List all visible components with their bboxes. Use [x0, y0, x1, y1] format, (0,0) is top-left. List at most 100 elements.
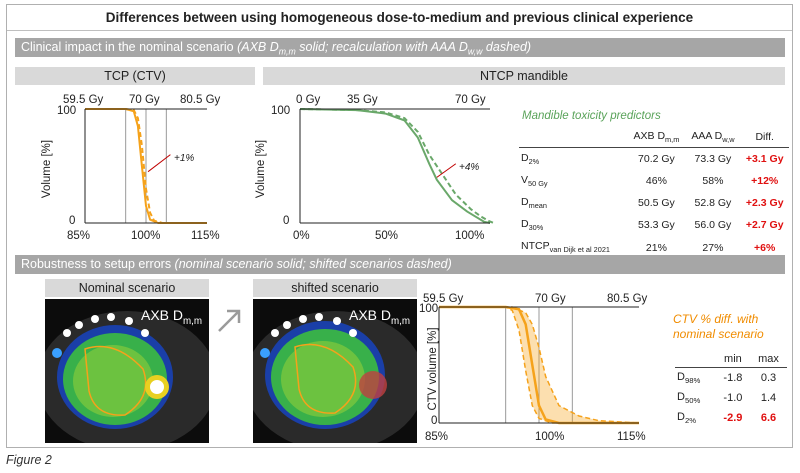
tcp-top-tick: 80.5 Gy [180, 94, 221, 106]
metric-label: D2% [521, 152, 540, 167]
ctv-diff-title: CTV % diff. with nominal scenario [673, 312, 764, 341]
series-line [85, 108, 207, 224]
figure-frame: Differences between using homogeneous do… [6, 4, 793, 448]
metric-label: D30% [521, 218, 544, 233]
max-value: 1.4 [760, 392, 777, 405]
ntcp-bottom-tick: 100% [455, 230, 485, 242]
series-line [439, 305, 639, 425]
ntcp-bottom-tick: 0% [293, 230, 310, 242]
series-line [439, 306, 640, 424]
ct-nominal-drawing [45, 311, 209, 443]
ct-shifted-image: AXB Dm,m [253, 299, 417, 443]
ctv-col-max: max [750, 351, 787, 368]
ntcp-ytick: 100 [271, 105, 291, 117]
annotation-arrow [147, 154, 171, 173]
min-value: -1.0 [723, 392, 743, 405]
section2-italic: (nominal scenario solid; shifted scenari… [174, 257, 452, 271]
uncertainty-band [439, 307, 639, 423]
metric-label: D2% [677, 411, 697, 426]
figure-title: Differences between using homogeneous do… [7, 5, 792, 31]
series-line [439, 306, 639, 424]
robust-top-tick: 70 Gy [535, 293, 566, 305]
tcp-top-tick: 59.5 Gy [63, 94, 104, 106]
tcp-annotation: +1% [174, 153, 195, 164]
tcp-ytick: 100 [57, 105, 77, 117]
table-row: V50 Gy 46% 58% +12% [519, 170, 789, 192]
ntcp-top-tick: 35 Gy [347, 94, 378, 106]
max-value: 6.6 [760, 412, 777, 425]
metric-label: D50% [677, 391, 701, 406]
shift-arrow-icon [218, 309, 241, 332]
aaa-value: 52.8 Gy [694, 197, 732, 210]
diff-value: +3.1 Gy [745, 153, 784, 166]
tcp-plot [84, 108, 207, 224]
robust-top-tick: 80.5 Gy [607, 293, 648, 305]
tcp-bottom-tick: 85% [67, 230, 91, 242]
tcp-ytick: 0 [69, 215, 76, 227]
aaa-value: 58% [702, 175, 724, 188]
section-clinical-impact: Clinical impact in the nominal scenario … [15, 38, 785, 57]
aaa-value: 27% [702, 241, 724, 254]
ct-nominal-image: AXB Dm,m [45, 299, 209, 443]
table-row: D30% 53.3 Gy 56.0 Gy +2.7 Gy [519, 214, 789, 236]
metric-label: Dmean [521, 196, 547, 211]
diff-value: +12% [751, 175, 779, 188]
ntcp-bottom-tick: 50% [375, 230, 399, 242]
ntcp-ylabel: Volume [%] [255, 139, 267, 199]
ntcp-annotation: +4% [459, 162, 480, 173]
min-value: -1.8 [723, 372, 743, 385]
max-value: 0.3 [760, 372, 777, 385]
ntcp-top-tick: 0 Gy [296, 94, 321, 106]
robust-plot [438, 305, 640, 425]
predictors-col-metric [519, 127, 628, 149]
aaa-value: 73.3 Gy [694, 153, 732, 166]
ct-nominal-overlay: AXB Dm,m [141, 307, 203, 327]
diff-value: +2.3 Gy [745, 197, 784, 210]
ctv-col-min: min [715, 351, 751, 368]
ct-shifted-drawing [253, 311, 417, 443]
section1-label: Clinical impact in the nominal scenario [21, 40, 238, 54]
ct-shifted-header: shifted scenario [253, 279, 417, 297]
section-robustness: Robustness to setup errors (nominal scen… [15, 255, 785, 274]
metric-label: V50 Gy [521, 174, 548, 189]
axb-value: 46% [645, 175, 667, 188]
axb-value: 50.5 Gy [638, 197, 675, 210]
table-row: Dmean 50.5 Gy 52.8 Gy +2.3 Gy [519, 192, 789, 214]
ct-shifted-overlay: AXB Dm,m [349, 307, 411, 327]
aaa-value: 56.0 Gy [694, 219, 732, 232]
robust-bottom-tick: 85% [425, 431, 449, 443]
predictors-col-aaa: AAA Dw,w [685, 127, 741, 149]
predictors-col-axb: AXB Dm,m [627, 127, 686, 149]
table-row: D2% -2.9 6.6 [675, 408, 787, 428]
tcp-header: TCP (CTV) [15, 67, 255, 85]
axb-value: 53.3 Gy [638, 219, 675, 232]
min-value: -2.9 [723, 412, 743, 425]
figure-caption: Figure 2 [6, 453, 52, 467]
tcp-top-tick: 70 Gy [129, 94, 160, 106]
ntcp-header: NTCP mandible [263, 67, 785, 85]
annotation-arrow [436, 163, 457, 178]
section1-italic: (AXB Dm,m solid; recalculation with AAA … [237, 40, 532, 57]
robust-ylabel: CTV volume [%] [427, 327, 439, 411]
robust-ytick: 100 [419, 303, 439, 315]
predictors-col-diff: Diff. [740, 127, 789, 149]
table-row: D50% -1.0 1.4 [675, 388, 787, 408]
ntcp-ytick: 0 [283, 215, 290, 227]
diff-value: +2.7 Gy [745, 219, 784, 232]
robust-bottom-tick: 100% [535, 431, 565, 443]
ctv-col-metric [675, 351, 716, 368]
predictors-title: Mandible toxicity predictors [522, 110, 661, 122]
ctv-diff-table: min max D98% -1.8 0.3 D50% -1.0 1.4 D2% … [675, 351, 787, 429]
robust-ytick: 0 [431, 415, 438, 427]
ntcp-plot [299, 108, 495, 224]
predictors-table: AXB Dm,m AAA Dw,w Diff. D2% 70.2 Gy 73.3… [519, 127, 789, 259]
axb-value: 70.2 Gy [638, 153, 675, 166]
tcp-bottom-tick: 115% [191, 230, 220, 242]
diff-value: +6% [754, 241, 776, 254]
ntcp-top-tick: 70 Gy [455, 94, 486, 106]
series-line [299, 108, 495, 224]
axb-value: 21% [645, 241, 667, 254]
tcp-bottom-tick: 100% [131, 230, 161, 242]
robust-top-tick: 59.5 Gy [423, 293, 464, 305]
metric-label: D98% [677, 371, 701, 386]
